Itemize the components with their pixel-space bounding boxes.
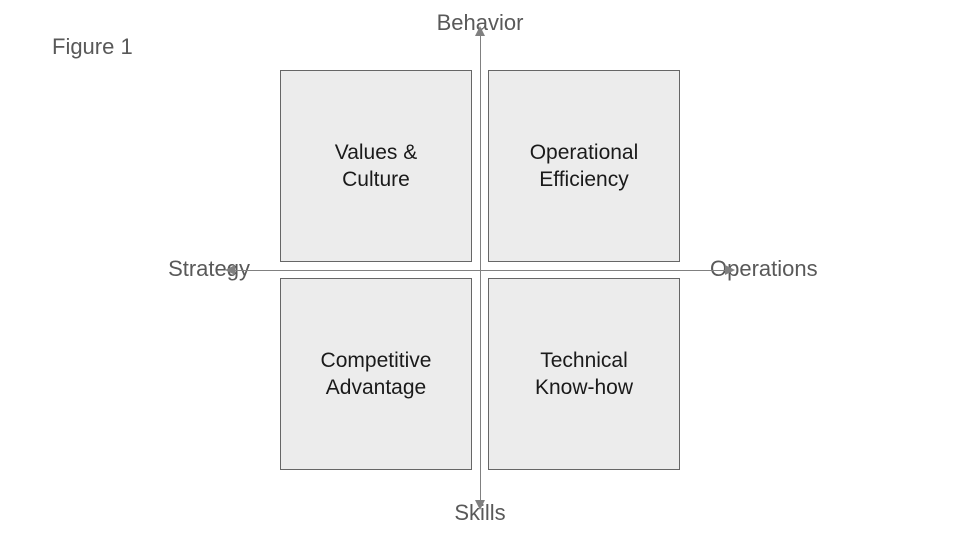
quadrant-top-right: Operational Efficiency: [488, 70, 680, 262]
quadrant-bottom-left: Competitive Advantage: [280, 278, 472, 470]
quadrant-top-left: Values & Culture: [280, 70, 472, 262]
axis-label-left: Strategy: [168, 256, 250, 282]
arrow-left-icon: [225, 265, 235, 275]
figure-label: Figure 1: [52, 34, 133, 60]
quadrant-matrix: Values & Culture Operational Efficiency …: [280, 70, 680, 470]
arrow-right-icon: [725, 265, 735, 275]
quadrant-bottom-right: Technical Know-how: [488, 278, 680, 470]
arrow-up-icon: [475, 26, 485, 36]
arrow-down-icon: [475, 500, 485, 510]
